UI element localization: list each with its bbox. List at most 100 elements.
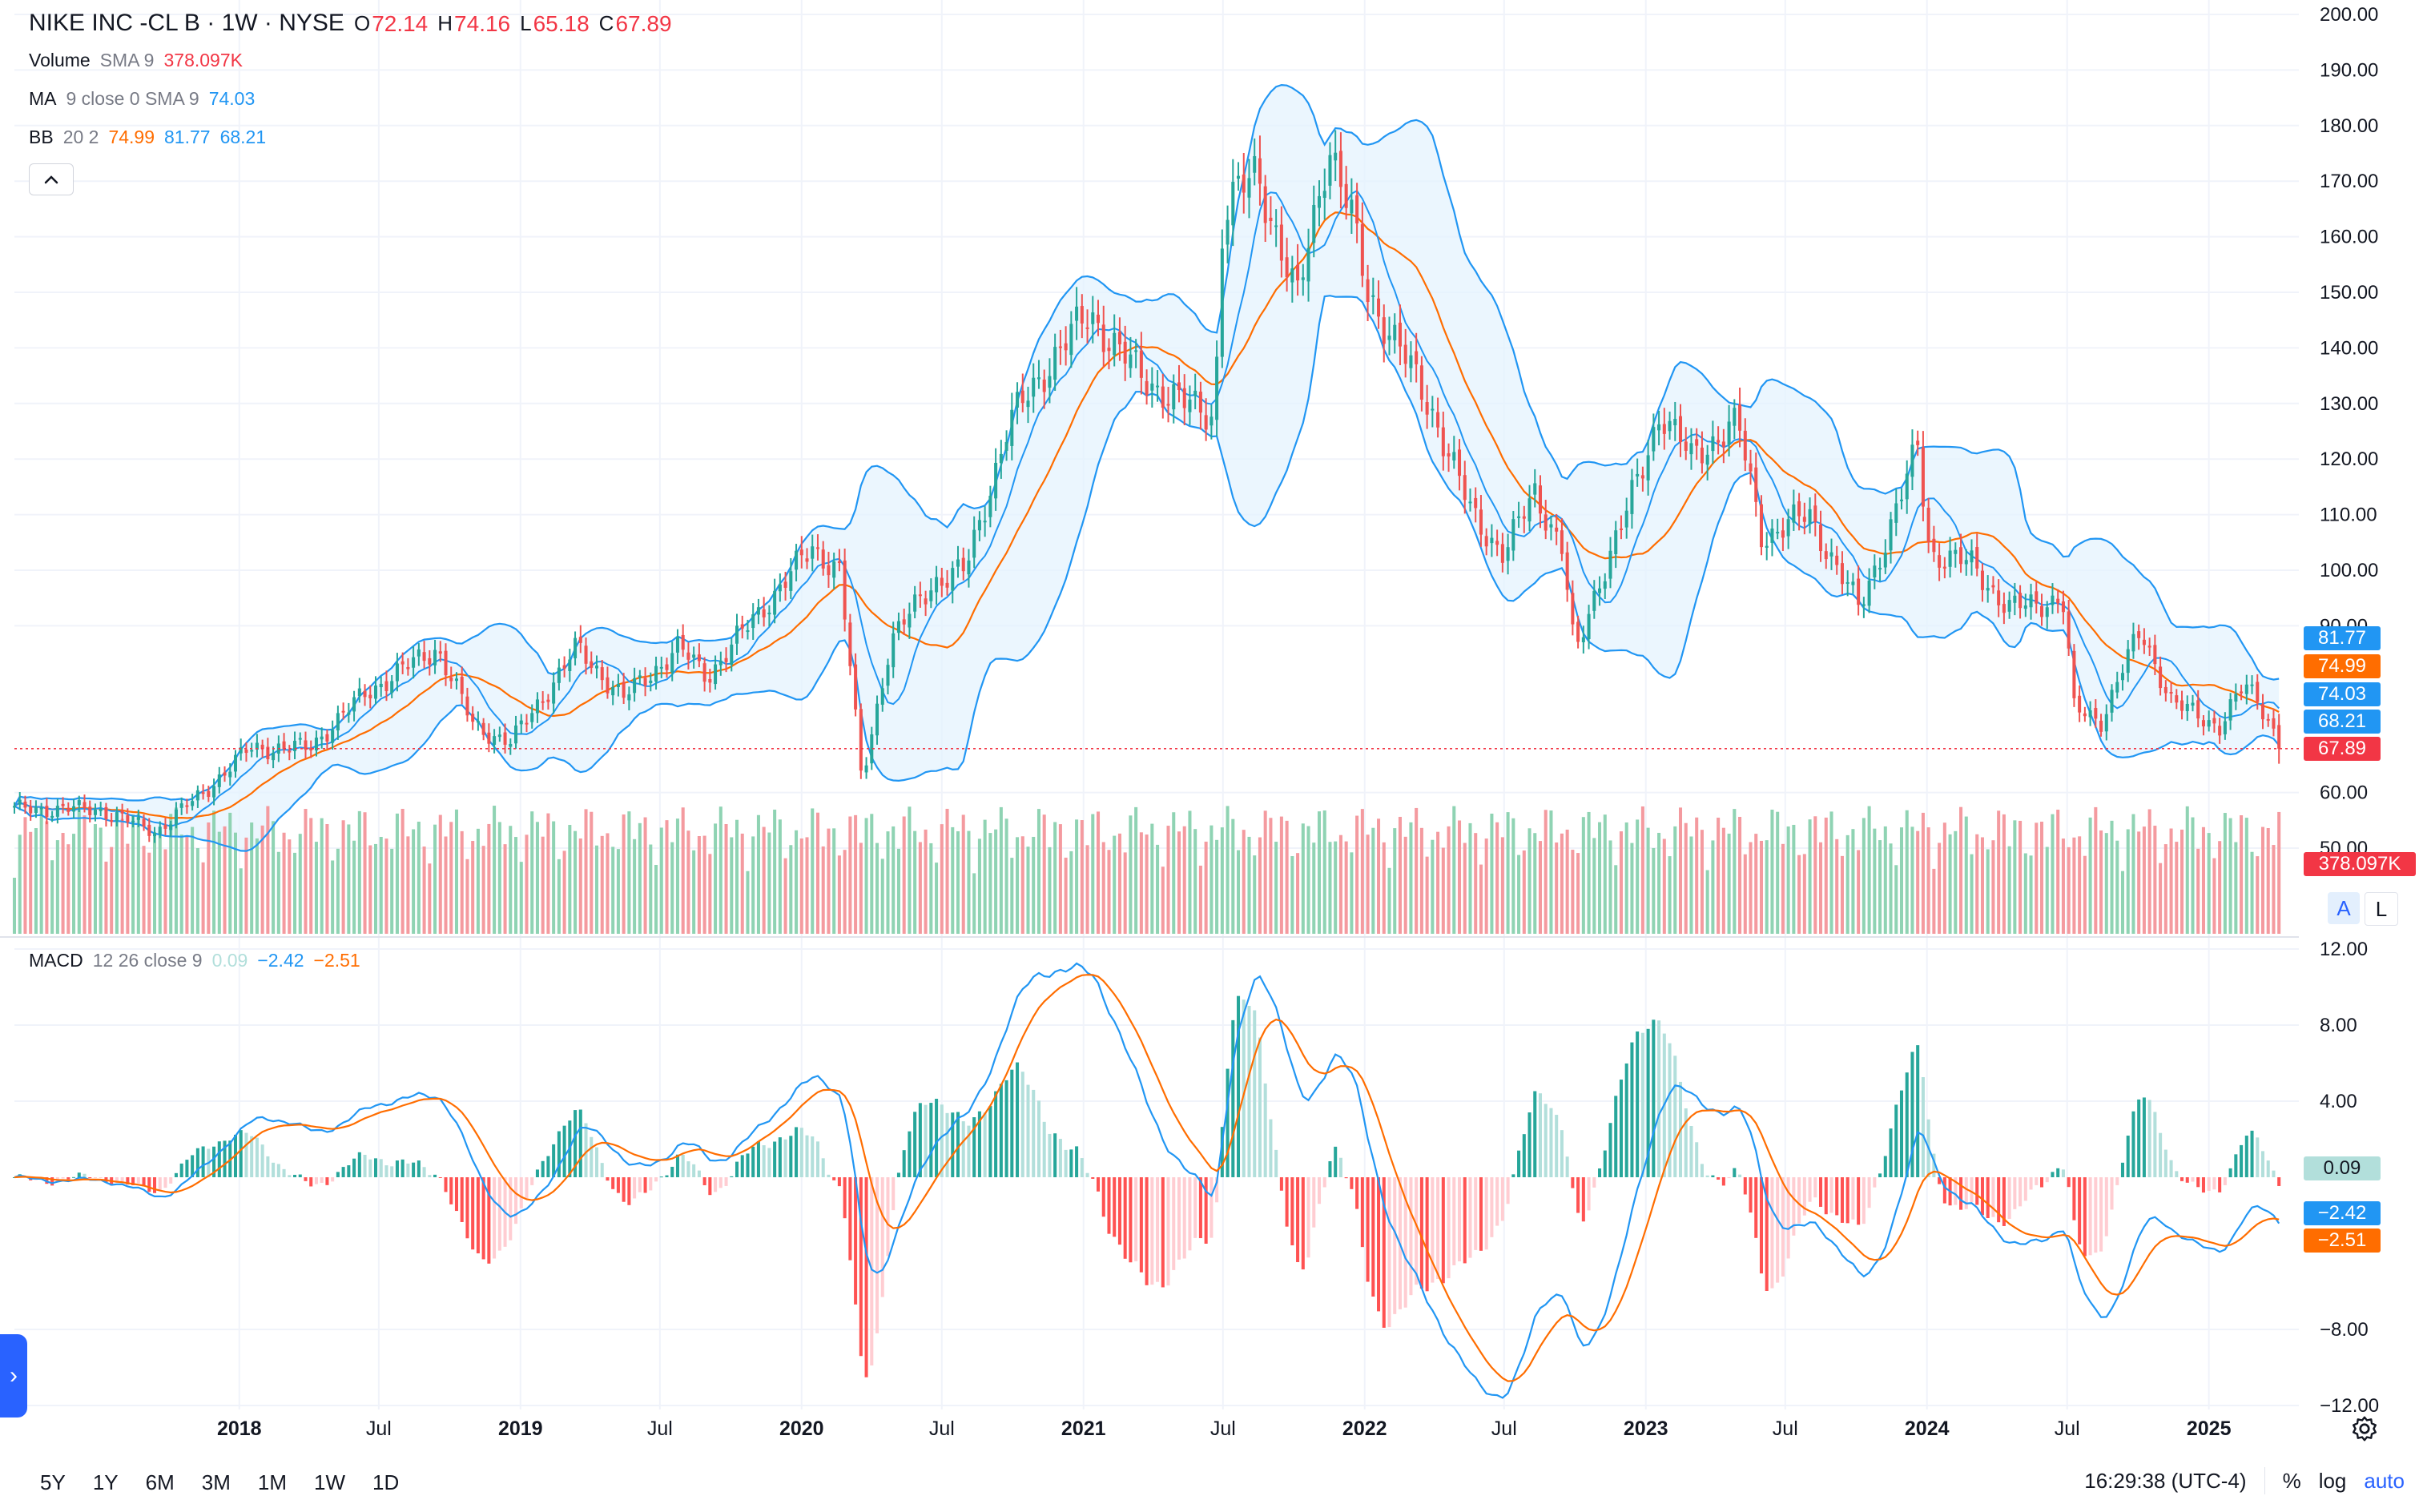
volume-bar [1123,852,1127,934]
ma-legend-params: 9 close 0 SMA 9 [66,88,199,109]
volume-bar [1630,842,1634,934]
candle-body [961,557,965,572]
range-1d-button[interactable]: 1D [372,1470,400,1494]
collapse-legend-button[interactable] [29,163,74,195]
macd-hist-bar [880,1177,884,1297]
range-5y-button[interactable]: 5Y [40,1470,66,1494]
volume-bar [1085,845,1089,934]
volume-bar [611,846,615,934]
volume-bar [2061,838,2065,934]
clock-readout[interactable]: 16:29:38 (UTC-4) [2084,1468,2247,1493]
bb-legend[interactable]: BB 20 2 74.99 81.77 68.21 [29,127,266,148]
macd-hist-bar [751,1146,755,1177]
volume-bar [174,807,178,934]
macd-hist-bar [1576,1177,1580,1213]
candle-body [2159,666,2163,689]
volume-bar [1857,850,1861,934]
candle-body [1608,550,1612,579]
macd-hist-bar [2083,1177,2087,1257]
macd-hist-bar [1101,1177,1105,1217]
volume-bar [1398,816,1402,934]
candle-body [2201,720,2205,727]
volume-bar [1117,833,1121,934]
ma-legend[interactable]: MA 9 close 0 SMA 9 74.03 [29,88,255,110]
macd-hist-bar [1258,1037,1262,1177]
candle-body [288,750,292,753]
candle-body [331,730,335,743]
volume-bar [1598,822,1602,934]
candle-body [1916,440,1920,445]
candle-body [1754,467,1758,502]
candle-body [174,809,178,825]
log-scale-toggle[interactable]: log [2318,1468,2347,1493]
volume-bar [1867,806,1871,934]
macd-hist-bar [217,1141,221,1177]
volume-bar [999,806,1003,934]
range-6m-button[interactable]: 6M [145,1470,175,1494]
volume-bar [66,844,70,934]
candle-body [1495,541,1499,545]
candle-body [633,678,637,694]
candle-body [272,752,276,761]
auto-scale-toggle[interactable]: auto [2364,1468,2405,1493]
volume-bar [1932,868,1936,934]
gear-icon[interactable] [2350,1414,2379,1443]
volume-bar [2260,826,2265,934]
volume-bar [751,836,755,934]
candle-body [1415,351,1419,364]
percent-scale-toggle[interactable]: % [2282,1468,2301,1493]
log-scale-button[interactable]: L [2365,892,2398,926]
candle-body [1312,204,1316,243]
macd-hist-bar [1684,1108,1688,1177]
macd-hist-bar [1419,1177,1423,1289]
range-3m-button[interactable]: 3M [201,1470,231,1494]
candle-body [282,741,286,750]
candle-body [2115,682,2119,693]
candle-body [1883,553,1887,568]
volume-bar [2240,814,2244,934]
macd-hist-bar [1123,1177,1127,1259]
volume-bar [1619,831,1623,934]
macd-hist-bar [896,1172,900,1177]
volume-bar [223,826,227,934]
volume-bar [811,808,815,934]
range-1y-button[interactable]: 1Y [92,1470,119,1494]
volume-bar [1824,817,1828,934]
volume-bar [1829,811,1833,934]
ma-legend-title: MA [29,88,57,109]
range-1w-button[interactable]: 1W [314,1470,345,1494]
macd-hist-bar [735,1161,739,1177]
volume-legend[interactable]: Volume SMA 9 378.097K [29,50,243,71]
macd-hist-bar [578,1109,582,1177]
volume-bar [1695,817,1699,934]
macd-hist-bar [1857,1177,1861,1225]
volume-bar [2212,858,2216,934]
volume-bar [622,814,626,934]
candle-body [730,644,734,666]
macd-hist-bar [1905,1072,1909,1177]
candle-body [23,802,27,808]
volume-bar [1016,837,1020,934]
candle-body [1873,565,1877,577]
macd-hist-bar [2061,1169,2065,1177]
macd-hist-bar [1565,1156,1569,1177]
expand-panel-tab[interactable]: › [0,1334,27,1418]
candle-body [1425,402,1429,415]
auto-scale-button[interactable]: A [2328,892,2360,924]
macd-hist-bar [2035,1177,2039,1185]
volume-bar [600,835,604,934]
macd-hist-bar [1016,1062,1020,1177]
macd-hist-bar [562,1125,566,1177]
macd-legend[interactable]: MACD 12 26 close 9 0.09 −2.42 −2.51 [29,950,360,971]
volume-bar [1705,870,1709,934]
macd-hist-bar [2002,1177,2006,1226]
range-1m-button[interactable]: 1M [257,1470,287,1494]
time-tick-label: Jul [647,1418,673,1440]
volume-bar [1673,826,1677,934]
candle-body [379,683,383,688]
macd-hist-bar [1113,1177,1117,1237]
volume-bar [1226,806,1230,934]
volume-bar [1689,836,1693,934]
macd-hist-bar [1237,995,1241,1177]
